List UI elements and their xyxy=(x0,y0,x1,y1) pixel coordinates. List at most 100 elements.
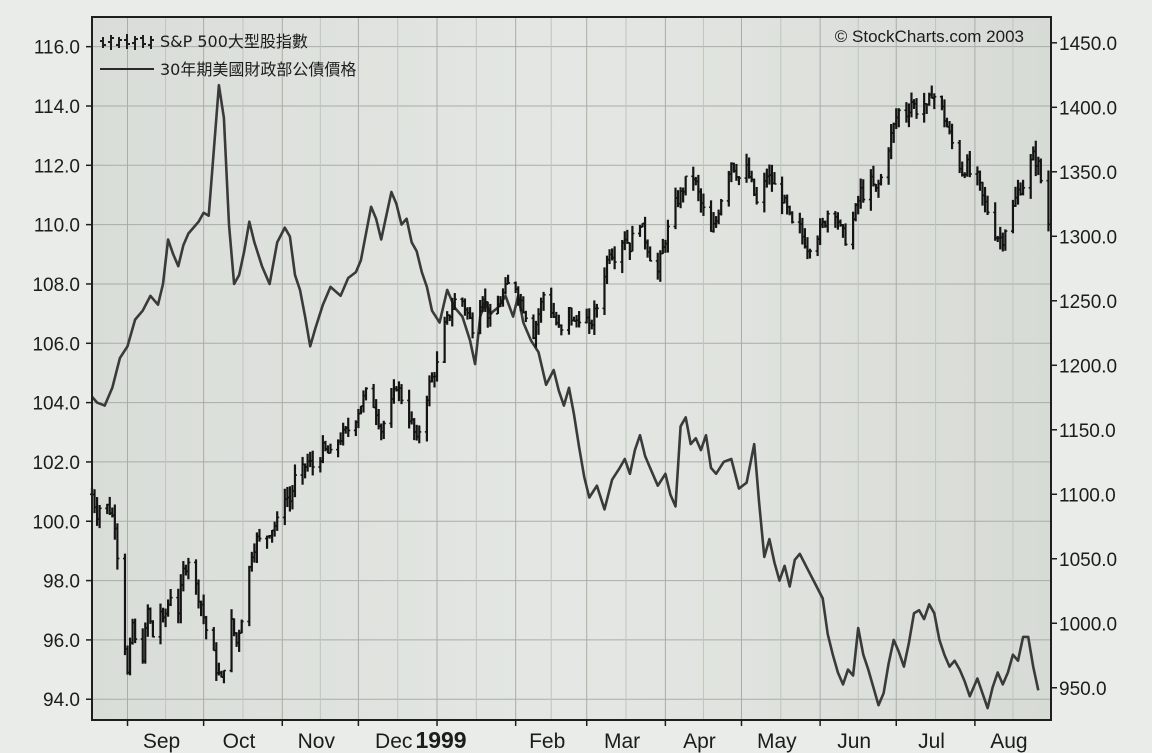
y-right-axis: 1450.0 1400.0 1350.0 1300.0 1250.0 1200.0 1150… xyxy=(1051,34,1117,700)
x-month-label: Nov xyxy=(298,730,336,753)
sp500-ohlc-bar xyxy=(364,387,368,401)
sp500-ohlc-bar xyxy=(1021,179,1026,196)
sp500-ohlc-bar xyxy=(879,173,884,186)
y-right-tick-label: 1200.0 xyxy=(1059,356,1117,377)
sp500-ohlc-bar xyxy=(932,93,937,110)
sp500-ohlc-bar xyxy=(133,618,138,644)
x-month-label: Apr xyxy=(683,730,716,753)
sp500-ohlc-bar xyxy=(665,219,670,253)
sp500-ohlc-bar xyxy=(630,225,635,253)
x-year-label: 1999 xyxy=(415,727,466,753)
sp500-ohlc-bar xyxy=(807,248,812,259)
sp500-ohlc-bar xyxy=(523,310,528,323)
y-left-tick-label: 112.0 xyxy=(34,156,80,177)
sp500-ohlc-bar xyxy=(896,108,901,128)
y-left-tick-label: 100.0 xyxy=(32,512,80,533)
sp500-ohlc-bar xyxy=(239,619,244,634)
sp500-ohlc-bar xyxy=(843,223,848,246)
sp500-ohlc-bar xyxy=(967,150,972,178)
sp500-ohlc-bar xyxy=(701,193,706,216)
y-right-tick-label: 950.0 xyxy=(1059,679,1107,700)
legend: S&P 500大型股指數 30年期美國財政部公債價格 xyxy=(100,32,356,79)
sp500-ohlc-bar xyxy=(470,312,475,339)
sp500-ohlc-bar xyxy=(1003,229,1008,251)
y-right-tick-label: 1000.0 xyxy=(1059,614,1117,635)
sp500-ohlc-bar xyxy=(399,384,404,405)
sp500-ohlc-bar xyxy=(719,198,724,216)
y-left-tick-label: 98.0 xyxy=(43,572,80,593)
sp500-ohlc-bar xyxy=(683,175,688,196)
sp500-ohlc-bar xyxy=(488,303,493,327)
sp500-ohlc-bar xyxy=(435,351,440,382)
sp500-ohlc-bar xyxy=(381,420,386,440)
sp500-ohlc-bar xyxy=(541,291,546,311)
sp500-ohlc-bar xyxy=(506,274,511,285)
sp500-ohlc-bar xyxy=(914,98,919,119)
x-month-label: Dec xyxy=(375,730,412,753)
sp500-ohlc-bar xyxy=(772,172,777,185)
legend-label-sp500: S&P 500大型股指數 xyxy=(160,32,308,51)
sp500-ohlc-bar xyxy=(559,324,564,336)
sp500-ohlc-bar xyxy=(825,210,830,233)
sp500-ohlc-bar xyxy=(417,425,422,444)
plot-border xyxy=(91,16,1052,721)
x-month-label: Mar xyxy=(604,730,640,753)
sp500-ohlc-bar xyxy=(292,464,297,498)
bond-price-line xyxy=(91,83,1040,710)
sp500-ohlc-bar xyxy=(612,246,617,270)
x-month-label: Oct xyxy=(223,730,256,753)
x-month-label: Jul xyxy=(918,730,945,753)
sp500-ohlc-bar xyxy=(257,528,262,542)
sp500-ohlc-bar xyxy=(328,443,333,454)
y-left-tick-label: 108.0 xyxy=(32,275,80,296)
y-left-tick-label: 114.0 xyxy=(34,97,80,118)
sp500-ohlc-bar xyxy=(1038,158,1043,184)
x-month-label: Jun xyxy=(837,730,871,753)
legend-ohlc-symbol xyxy=(100,34,154,50)
y-right-tick-label: 1400.0 xyxy=(1059,98,1117,119)
sp500-ohlc-bar xyxy=(594,303,599,318)
sp500-ohlc-bar xyxy=(790,211,795,224)
sp500-ohlc-bar xyxy=(346,417,351,438)
sp500-ohlc-bar xyxy=(452,293,457,311)
sp500-ohlc-bar xyxy=(150,620,155,638)
sp500-ohlc-bar xyxy=(275,511,280,531)
y-left-tick-label: 110.0 xyxy=(34,216,80,237)
sp500-ohlc-bar xyxy=(310,450,315,476)
sp500-ohlc-bar xyxy=(754,186,759,205)
copyright-text: © StockCharts.com 2003 xyxy=(835,27,1024,46)
sp500-ohlc-bar xyxy=(736,176,741,186)
x-month-label: Aug xyxy=(990,730,1027,753)
sp500-ohlc-bar xyxy=(115,523,120,570)
x-month-label: Feb xyxy=(529,730,565,753)
series-sp500 xyxy=(90,85,1051,684)
sp500-ohlc-bar xyxy=(985,195,990,216)
sp500-ohlc-bar xyxy=(97,505,102,529)
sp500-ohlc-bar xyxy=(204,615,209,640)
y-left-axis: 116.0 114.0 112.0 110.0 108.0 106.0 104.0 102.0… xyxy=(32,38,92,711)
y-left-tick-label: 102.0 xyxy=(32,453,80,474)
y-right-tick-label: 1100.0 xyxy=(1059,485,1116,506)
sp500-ohlc-bar xyxy=(168,589,173,607)
y-left-tick-label: 106.0 xyxy=(32,334,80,355)
y-right-tick-label: 1300.0 xyxy=(1059,227,1117,248)
series-bond xyxy=(91,83,1040,710)
sp500-ohlc-bar xyxy=(186,557,191,580)
y-right-tick-label: 1250.0 xyxy=(1059,292,1117,313)
x-month-label: Sep xyxy=(143,730,180,753)
y-left-tick-label: 116.0 xyxy=(34,38,80,59)
y-left-tick-label: 94.0 xyxy=(43,690,80,711)
y-left-tick-label: 96.0 xyxy=(43,631,80,652)
sp500-ohlc-bar xyxy=(861,179,866,203)
legend-label-bond: 30年期美國財政部公債價格 xyxy=(160,60,356,79)
grid xyxy=(92,17,1051,720)
x-month-label: May xyxy=(757,730,797,753)
y-right-tick-label: 1350.0 xyxy=(1059,163,1117,184)
sp500-ohlc-bar xyxy=(221,669,226,684)
sp500-ohlc-bar xyxy=(648,246,653,262)
sp500-ohlc-bar xyxy=(577,311,582,328)
y-right-tick-label: 1050.0 xyxy=(1059,550,1117,571)
y-left-tick-label: 104.0 xyxy=(32,394,80,415)
x-axis: Sep Oct Nov Dec 1999 Feb Mar Apr May Jun Jul Aug xyxy=(126,720,1028,753)
